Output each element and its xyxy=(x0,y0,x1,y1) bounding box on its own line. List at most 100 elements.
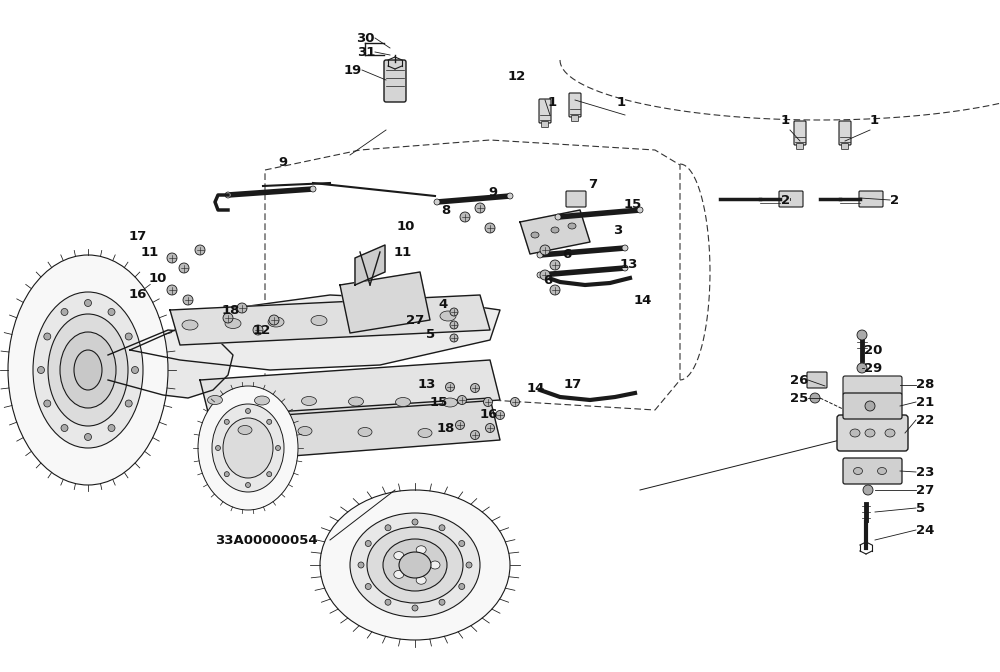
Ellipse shape xyxy=(865,429,875,437)
Circle shape xyxy=(460,212,470,222)
FancyBboxPatch shape xyxy=(843,376,902,395)
Ellipse shape xyxy=(8,255,168,485)
Circle shape xyxy=(537,252,543,258)
Text: 6: 6 xyxy=(543,274,552,286)
Polygon shape xyxy=(520,210,590,254)
Ellipse shape xyxy=(33,292,143,448)
Ellipse shape xyxy=(396,398,411,407)
Text: 8: 8 xyxy=(441,204,450,216)
Circle shape xyxy=(471,431,480,439)
Circle shape xyxy=(84,433,92,441)
Circle shape xyxy=(125,333,132,340)
Ellipse shape xyxy=(416,546,426,554)
Circle shape xyxy=(276,446,280,450)
Circle shape xyxy=(540,270,550,280)
FancyBboxPatch shape xyxy=(542,122,548,128)
Circle shape xyxy=(550,285,560,295)
Circle shape xyxy=(246,482,250,487)
FancyBboxPatch shape xyxy=(794,121,806,145)
Circle shape xyxy=(223,313,233,323)
Circle shape xyxy=(466,562,472,568)
Circle shape xyxy=(496,411,505,419)
Ellipse shape xyxy=(394,552,404,560)
Ellipse shape xyxy=(74,350,102,390)
Text: 27: 27 xyxy=(916,483,934,497)
FancyBboxPatch shape xyxy=(566,191,586,207)
Text: 18: 18 xyxy=(437,421,455,435)
Text: 18: 18 xyxy=(222,304,240,317)
Circle shape xyxy=(310,186,316,192)
Text: 13: 13 xyxy=(418,378,436,392)
Ellipse shape xyxy=(430,561,440,569)
Ellipse shape xyxy=(397,312,413,323)
Text: 12: 12 xyxy=(508,71,526,83)
Circle shape xyxy=(486,423,494,433)
FancyBboxPatch shape xyxy=(837,415,908,451)
FancyBboxPatch shape xyxy=(796,144,804,149)
FancyBboxPatch shape xyxy=(807,372,827,388)
Ellipse shape xyxy=(298,427,312,435)
Ellipse shape xyxy=(238,425,252,435)
Text: 13: 13 xyxy=(620,259,638,271)
Ellipse shape xyxy=(383,539,447,591)
Ellipse shape xyxy=(551,227,559,233)
Ellipse shape xyxy=(416,576,426,584)
Circle shape xyxy=(555,214,561,220)
Text: 10: 10 xyxy=(397,220,415,233)
Circle shape xyxy=(246,409,250,413)
Ellipse shape xyxy=(302,396,316,405)
Circle shape xyxy=(471,384,480,392)
Text: 9: 9 xyxy=(278,157,287,169)
Ellipse shape xyxy=(885,429,895,437)
Ellipse shape xyxy=(568,223,576,229)
Text: 25: 25 xyxy=(790,392,808,405)
FancyBboxPatch shape xyxy=(569,93,581,117)
Text: 7: 7 xyxy=(588,179,597,192)
FancyBboxPatch shape xyxy=(843,393,902,419)
Polygon shape xyxy=(108,330,233,398)
Text: 1: 1 xyxy=(781,114,790,126)
Circle shape xyxy=(439,525,445,531)
Polygon shape xyxy=(230,398,500,460)
Circle shape xyxy=(434,199,440,205)
Circle shape xyxy=(358,562,364,568)
Circle shape xyxy=(267,472,272,476)
Circle shape xyxy=(132,366,138,374)
Text: 16: 16 xyxy=(480,409,498,421)
Ellipse shape xyxy=(350,513,480,617)
Circle shape xyxy=(439,599,445,605)
Text: 14: 14 xyxy=(634,294,652,306)
Text: 30: 30 xyxy=(356,32,375,44)
Circle shape xyxy=(253,325,263,335)
Text: 20: 20 xyxy=(864,343,882,357)
Circle shape xyxy=(216,446,220,450)
Ellipse shape xyxy=(311,315,327,325)
Ellipse shape xyxy=(442,398,458,407)
FancyBboxPatch shape xyxy=(839,121,851,145)
Circle shape xyxy=(167,285,177,295)
Text: 15: 15 xyxy=(430,396,448,409)
Text: 23: 23 xyxy=(916,466,934,478)
Circle shape xyxy=(550,260,560,270)
Circle shape xyxy=(269,315,279,325)
Circle shape xyxy=(385,525,391,531)
Circle shape xyxy=(863,485,873,495)
Circle shape xyxy=(459,583,465,589)
Circle shape xyxy=(459,540,465,546)
Text: 29: 29 xyxy=(864,362,882,374)
Ellipse shape xyxy=(225,319,241,329)
FancyBboxPatch shape xyxy=(779,191,803,207)
Ellipse shape xyxy=(198,386,298,510)
Polygon shape xyxy=(340,272,430,333)
Ellipse shape xyxy=(354,314,370,324)
Circle shape xyxy=(44,333,51,340)
Circle shape xyxy=(511,398,520,407)
Ellipse shape xyxy=(878,468,887,474)
Circle shape xyxy=(385,599,391,605)
Ellipse shape xyxy=(358,427,372,437)
Text: 1: 1 xyxy=(870,114,879,126)
Text: 1: 1 xyxy=(617,97,626,110)
Circle shape xyxy=(456,421,464,429)
Circle shape xyxy=(224,472,229,476)
Polygon shape xyxy=(200,360,500,420)
